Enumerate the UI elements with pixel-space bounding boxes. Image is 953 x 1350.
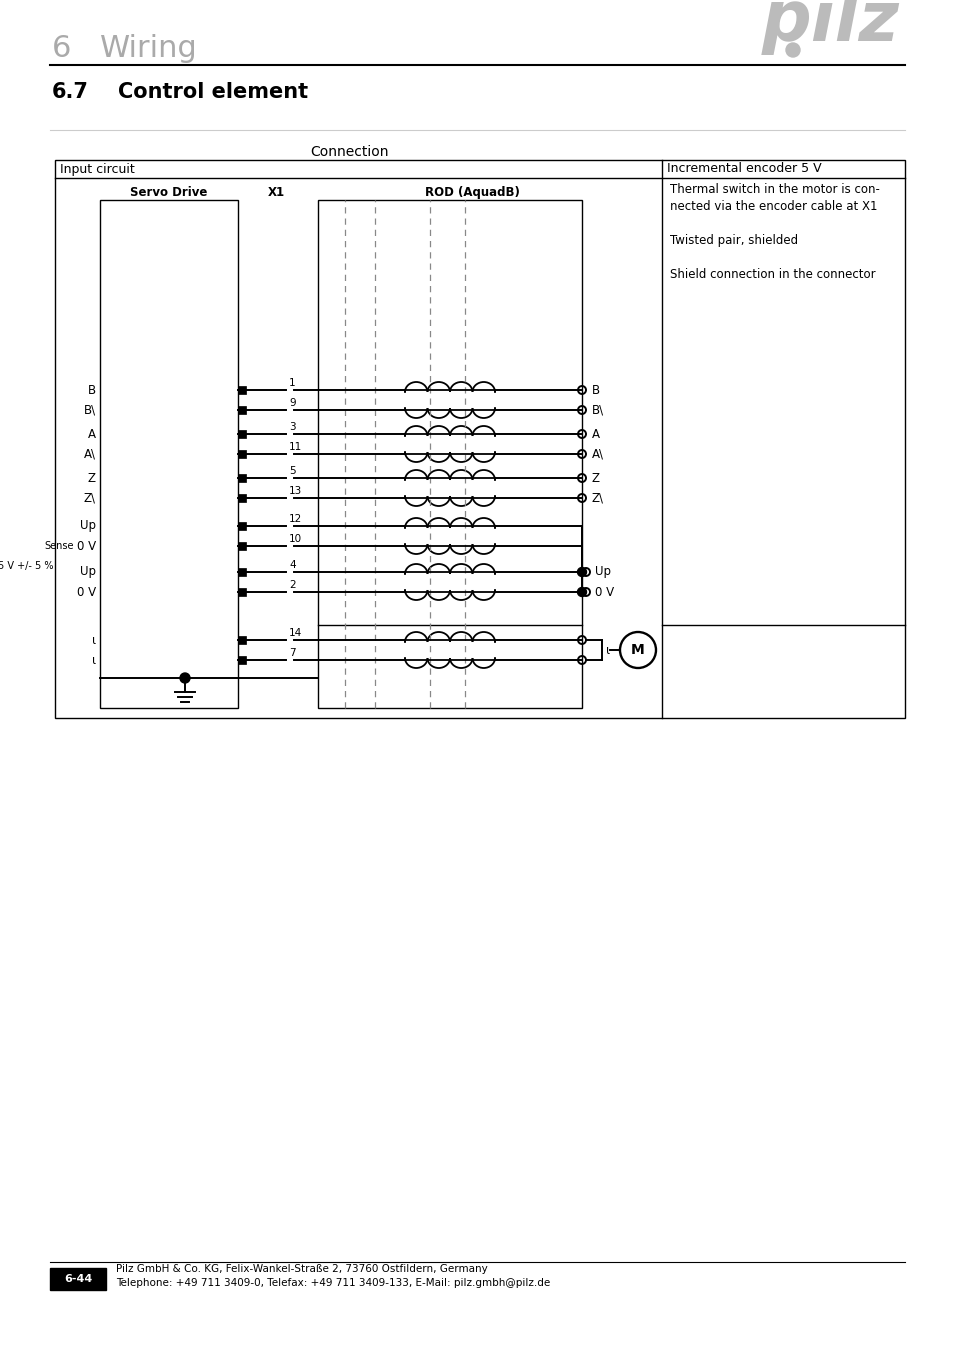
Text: Connection: Connection [311, 144, 389, 159]
Text: 4: 4 [289, 560, 295, 570]
Text: Control element: Control element [118, 82, 308, 103]
Circle shape [577, 587, 586, 597]
Text: Servo Drive: Servo Drive [130, 186, 207, 198]
Text: ι: ι [605, 644, 609, 656]
Text: 6-44: 6-44 [64, 1274, 92, 1284]
Text: Z: Z [88, 471, 96, 485]
Text: 10: 10 [289, 535, 302, 544]
Text: A\: A\ [84, 447, 96, 460]
Circle shape [577, 567, 586, 576]
Bar [237, 494, 246, 502]
Bar [237, 450, 246, 458]
Text: Input circuit: Input circuit [60, 162, 134, 176]
Text: B\: B\ [592, 404, 603, 417]
Text: 7: 7 [289, 648, 295, 657]
Text: ι: ι [91, 653, 96, 667]
Text: Up: Up [80, 566, 96, 579]
Bar [317, 200, 581, 707]
Text: 0 V: 0 V [77, 586, 96, 598]
Text: ROD (AquadB): ROD (AquadB) [424, 186, 519, 198]
Text: A\: A\ [592, 447, 603, 460]
Text: Z\: Z\ [592, 491, 603, 505]
Text: M: M [631, 643, 644, 657]
Text: Telephone: +49 711 3409-0, Telefax: +49 711 3409-133, E-Mail: pilz.gmbh@pilz.de: Telephone: +49 711 3409-0, Telefax: +49 … [116, 1278, 550, 1288]
Text: Incremental encoder 5 V: Incremental encoder 5 V [666, 162, 821, 176]
Text: Wiring: Wiring [100, 34, 197, 63]
Bar [237, 386, 246, 394]
Bar [237, 406, 246, 414]
Text: 2: 2 [289, 580, 295, 590]
Text: 1: 1 [289, 378, 295, 387]
Text: Z\: Z\ [84, 491, 96, 505]
Text: Up: Up [80, 520, 96, 532]
Text: Thermal switch in the motor is con-: Thermal switch in the motor is con- [669, 184, 879, 196]
Bar [237, 541, 246, 549]
Text: ι: ι [91, 633, 96, 647]
Bar [237, 474, 246, 482]
Text: 5: 5 [289, 466, 295, 477]
Text: 5 V +/- 5 %: 5 V +/- 5 % [0, 562, 54, 571]
Text: nected via the encoder cable at X1: nected via the encoder cable at X1 [669, 200, 877, 213]
Text: Sense: Sense [45, 541, 74, 551]
Text: Z: Z [592, 471, 599, 485]
Bar [237, 589, 246, 595]
Bar [50, 1268, 106, 1291]
Text: 6: 6 [52, 34, 71, 63]
Bar [237, 431, 246, 437]
Text: pilz: pilz [761, 0, 899, 55]
Text: B: B [592, 383, 599, 397]
Text: A: A [88, 428, 96, 440]
Text: 9: 9 [289, 398, 295, 408]
Text: X1: X1 [268, 186, 285, 198]
Text: 3: 3 [289, 423, 295, 432]
Bar [237, 522, 246, 531]
Text: Twisted pair, shielded: Twisted pair, shielded [669, 234, 798, 247]
Bar [237, 636, 246, 644]
Circle shape [785, 43, 800, 57]
Text: 11: 11 [289, 441, 302, 452]
Text: 12: 12 [289, 514, 302, 524]
Text: Up: Up [595, 566, 610, 579]
Bar [237, 656, 246, 664]
Text: 0 V: 0 V [77, 540, 96, 552]
Text: 6.7: 6.7 [52, 82, 89, 103]
Text: A: A [592, 428, 599, 440]
Text: Pilz GmbH & Co. KG, Felix-Wankel-Straße 2, 73760 Ostfildern, Germany: Pilz GmbH & Co. KG, Felix-Wankel-Straße … [116, 1264, 487, 1274]
Bar [55, 161, 904, 718]
Text: B\: B\ [84, 404, 96, 417]
Circle shape [180, 674, 190, 683]
Bar [100, 200, 237, 707]
Text: 14: 14 [289, 628, 302, 639]
Text: B: B [88, 383, 96, 397]
Bar [237, 568, 246, 576]
Text: 13: 13 [289, 486, 302, 495]
Text: Shield connection in the connector: Shield connection in the connector [669, 269, 875, 281]
Text: 0 V: 0 V [595, 586, 614, 598]
